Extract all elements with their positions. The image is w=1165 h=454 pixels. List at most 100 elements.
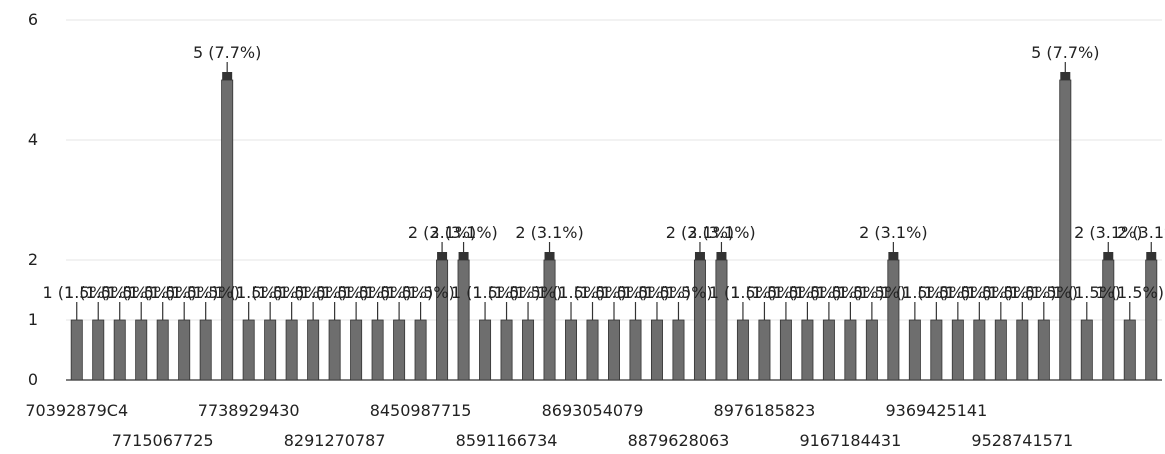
bar	[414, 319, 427, 381]
x-tick-label: 8450987715	[370, 401, 472, 420]
bar	[500, 319, 513, 381]
bar	[199, 319, 212, 381]
bar	[92, 319, 105, 381]
data-label: 1 (1.5%)	[537, 283, 605, 302]
bar	[436, 259, 449, 381]
bar	[285, 319, 298, 381]
data-label: 1 (1.5%)	[601, 283, 669, 302]
data-label: 2 (3.1%)	[1074, 223, 1142, 242]
data-label: 1 (1.5%)	[881, 283, 949, 302]
bar	[371, 319, 384, 381]
bar	[264, 319, 277, 381]
bar	[522, 319, 535, 381]
x-tick-label: 8976185823	[714, 401, 816, 420]
data-label: 1 (1.5%)	[494, 283, 562, 302]
x-tick-label: 8693054079	[542, 401, 644, 420]
y-tick-label: 4	[28, 130, 38, 149]
data-label: 1 (1.5%)	[343, 283, 411, 302]
bar	[973, 319, 986, 381]
data-label: 2 (3.1%)	[515, 223, 583, 242]
data-label: 1 (1.5%)	[902, 283, 970, 302]
y-tick-label: 2	[28, 250, 38, 269]
data-label: 1 (1.5%)	[838, 283, 906, 302]
bar	[156, 319, 169, 381]
bar	[951, 319, 964, 381]
data-label: 1 (1.5%)	[1096, 283, 1164, 302]
x-tick-label: 9369425141	[885, 401, 987, 420]
bar	[930, 319, 943, 381]
bar	[1016, 319, 1029, 381]
data-labels: 1 (1.5%)1 (1.5%)1 (1.5%)1 (1.5%)1 (1.5%)…	[43, 43, 1165, 302]
data-label: 1 (1.5%)	[924, 283, 992, 302]
bar	[693, 259, 706, 381]
data-label: 1 (1.5%)	[451, 283, 519, 302]
x-tick-label: 7715067725	[112, 431, 214, 450]
x-tick-label: 8591166734	[456, 431, 558, 450]
bar	[650, 319, 663, 381]
data-label: 1 (1.5%)	[171, 283, 239, 302]
data-label: 1 (1.5%)	[300, 283, 368, 302]
data-label: 1 (1.5%)	[795, 283, 863, 302]
data-label: 1 (1.5%)	[472, 283, 540, 302]
bar	[350, 319, 363, 381]
data-label: 1 (1.5%)	[580, 283, 648, 302]
bar	[608, 319, 620, 381]
bar	[1145, 259, 1158, 381]
bar	[779, 319, 792, 381]
bar	[135, 319, 148, 381]
bar	[1123, 319, 1136, 381]
data-label: 1 (1.5%)	[386, 283, 454, 302]
bar-marker	[458, 252, 469, 260]
data-label: 1 (1.5%)	[623, 283, 691, 302]
y-tick-label: 1	[28, 310, 38, 329]
data-label: 1 (1.5%)	[236, 283, 304, 302]
bar	[393, 319, 406, 381]
bar-marker	[437, 252, 448, 260]
x-tick-label: 9528741571	[971, 431, 1073, 450]
x-tick-label: 9167184431	[799, 431, 901, 450]
data-label: 1 (1.5%)	[64, 283, 132, 302]
bar-marker	[716, 252, 727, 260]
data-label: 1 (1.5%)	[43, 283, 111, 302]
data-label: 1 (1.5%)	[709, 283, 777, 302]
bar-marker	[1103, 252, 1114, 260]
bar	[586, 319, 599, 381]
bar	[908, 319, 921, 381]
bar	[801, 319, 814, 381]
bar	[844, 319, 857, 381]
data-label: 1 (1.5%)	[644, 283, 712, 302]
bar	[543, 259, 556, 381]
data-label: 1 (1.5%)	[816, 283, 884, 302]
x-tick-label: 7738929430	[198, 401, 300, 420]
data-label: 1 (1.5%)	[558, 283, 626, 302]
bar-marker	[222, 72, 233, 80]
bar	[221, 79, 234, 381]
data-label: 1 (1.5%)	[257, 283, 325, 302]
bar	[328, 319, 341, 381]
data-label: 1 (1.5%)	[279, 283, 347, 302]
data-label: 1 (1.5%)	[214, 283, 282, 302]
bar	[178, 319, 191, 381]
bar	[307, 319, 320, 381]
bar	[1059, 79, 1072, 381]
y-tick-label: 0	[28, 370, 38, 389]
bar	[70, 319, 83, 381]
data-label: 5 (7.7%)	[1031, 43, 1099, 62]
bar	[629, 319, 642, 381]
data-label: 1 (1.5%)	[967, 283, 1035, 302]
bar	[457, 259, 470, 381]
bar	[672, 319, 685, 381]
bar	[887, 259, 900, 381]
data-label: 2 (3.1%)	[1117, 223, 1165, 242]
bars	[70, 62, 1158, 381]
bar	[758, 319, 771, 381]
bar	[1102, 259, 1115, 381]
x-tick-label: 8291270787	[284, 431, 386, 450]
data-label: 5 (7.7%)	[193, 43, 261, 62]
data-label: 1 (1.5%)	[150, 283, 218, 302]
data-label: 1 (1.5%)	[107, 283, 175, 302]
data-label: 1 (1.5%)	[86, 283, 154, 302]
x-tick-label: 70392879C4	[25, 401, 128, 420]
data-label: 2 (3.1%)	[666, 223, 734, 242]
